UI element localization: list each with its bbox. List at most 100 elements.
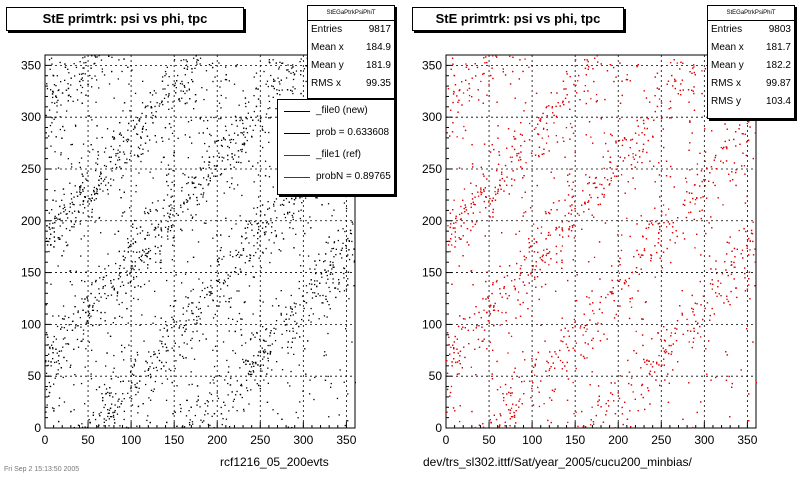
scatter-point bbox=[589, 303, 591, 305]
scatter-point bbox=[221, 145, 223, 147]
scatter-point bbox=[295, 312, 297, 314]
scatter-point bbox=[184, 102, 186, 105]
scatter-point bbox=[618, 272, 620, 274]
scatter-point bbox=[261, 128, 263, 130]
scatter-point bbox=[528, 66, 530, 68]
scatter-point bbox=[274, 80, 276, 82]
scatter-point bbox=[578, 214, 580, 216]
scatter-point bbox=[752, 157, 754, 160]
scatter-point bbox=[164, 127, 167, 129]
scatter-point bbox=[110, 282, 112, 284]
scatter-point bbox=[240, 132, 242, 134]
scatter-point bbox=[129, 110, 131, 112]
scatter-point bbox=[283, 320, 285, 322]
scatter-point bbox=[74, 124, 77, 126]
scatter-point bbox=[321, 276, 323, 278]
scatter-point bbox=[67, 217, 69, 219]
scatter-point bbox=[662, 204, 665, 206]
scatter-point bbox=[243, 144, 245, 146]
scatter-point bbox=[98, 265, 100, 267]
scatter-point bbox=[92, 411, 95, 414]
scatter-point bbox=[179, 320, 181, 322]
x-tick-label: 250 bbox=[250, 433, 270, 447]
scatter-point bbox=[310, 307, 312, 310]
scatter-point bbox=[586, 328, 588, 330]
scatter-point bbox=[563, 88, 565, 90]
x-tick-label: 150 bbox=[565, 433, 585, 447]
scatter-point bbox=[185, 296, 187, 298]
scatter-point bbox=[584, 426, 587, 428]
scatter-point bbox=[158, 349, 160, 352]
scatter-point bbox=[134, 241, 136, 243]
scatter-point bbox=[234, 271, 236, 273]
scatter-point bbox=[528, 238, 530, 240]
scatter-point bbox=[100, 296, 102, 298]
scatter-point bbox=[136, 386, 138, 389]
scatter-point bbox=[599, 183, 601, 185]
scatter-point bbox=[619, 118, 621, 120]
scatter-point bbox=[184, 273, 187, 275]
scatter-point bbox=[154, 315, 156, 318]
scatter-point bbox=[227, 145, 229, 148]
scatter-point bbox=[286, 89, 289, 91]
scatter-point bbox=[123, 250, 126, 252]
scatter-point bbox=[137, 391, 139, 393]
scatter-point bbox=[474, 426, 476, 429]
scatter-point bbox=[119, 151, 121, 153]
scatter-point bbox=[642, 150, 644, 153]
scatter-point bbox=[453, 90, 455, 93]
scatter-point bbox=[569, 168, 571, 170]
scatter-point bbox=[253, 95, 255, 97]
scatter-point bbox=[548, 369, 550, 371]
scatter-point bbox=[185, 64, 188, 66]
scatter-point bbox=[559, 105, 561, 107]
scatter-point bbox=[100, 177, 102, 180]
scatter-point bbox=[258, 351, 260, 353]
scatter-point bbox=[66, 360, 68, 362]
scatter-point bbox=[216, 140, 218, 142]
scatter-point bbox=[594, 177, 597, 179]
scatter-point bbox=[555, 115, 558, 117]
scatter-point bbox=[123, 398, 125, 400]
scatter-point bbox=[147, 267, 149, 269]
scatter-point bbox=[108, 425, 110, 427]
scatter-point bbox=[154, 115, 157, 117]
scatter-point bbox=[286, 313, 288, 315]
scatter-point bbox=[723, 146, 725, 149]
scatter-point bbox=[628, 382, 630, 385]
scatter-point bbox=[104, 268, 106, 270]
scatter-point bbox=[476, 66, 479, 69]
scatter-point bbox=[301, 295, 304, 297]
scatter-point bbox=[730, 261, 733, 263]
scatter-point bbox=[221, 423, 223, 426]
scatter-point bbox=[253, 76, 255, 78]
scatter-point bbox=[611, 279, 613, 282]
scatter-point bbox=[272, 96, 274, 98]
scatter-point bbox=[146, 256, 148, 258]
scatter-point bbox=[170, 196, 172, 198]
scatter-point bbox=[452, 63, 454, 65]
scatter-point bbox=[214, 142, 216, 144]
scatter-point bbox=[63, 327, 65, 329]
scatter-point bbox=[53, 227, 55, 229]
scatter-point bbox=[241, 119, 244, 122]
scatter-point bbox=[151, 117, 153, 119]
scatter-point bbox=[71, 143, 73, 146]
scatter-point bbox=[566, 399, 569, 401]
scatter-point bbox=[113, 130, 115, 132]
scatter-point bbox=[228, 235, 230, 238]
scatter-point bbox=[220, 406, 222, 409]
scatter-point bbox=[127, 138, 129, 140]
scatter-point bbox=[259, 117, 262, 120]
scatter-point bbox=[700, 336, 702, 338]
scatter-point bbox=[629, 301, 631, 303]
x-tick-label: 100 bbox=[121, 433, 141, 447]
scatter-point bbox=[166, 378, 169, 380]
scatter-point bbox=[524, 359, 526, 361]
scatter-point bbox=[672, 222, 674, 224]
scatter-point bbox=[49, 347, 51, 350]
scatter-point bbox=[186, 90, 188, 92]
scatter-point bbox=[494, 191, 496, 193]
x-tick-label: 0 bbox=[42, 433, 49, 447]
scatter-point bbox=[138, 251, 141, 253]
